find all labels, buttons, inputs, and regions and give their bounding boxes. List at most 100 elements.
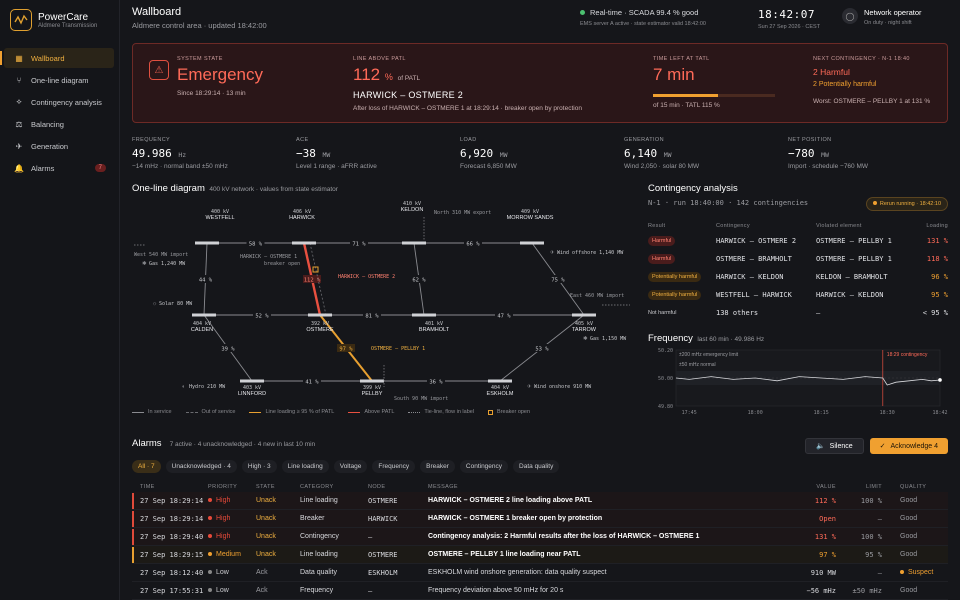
- flow-label: 53 %: [535, 347, 549, 353]
- kpi-sub: Import · schedule −760 MW: [788, 163, 869, 170]
- filter-chip[interactable]: Unacknowledged · 4: [165, 460, 237, 473]
- alarm-row[interactable]: 27 Sep 18:29:15 Medium Unack Line loading OS…: [132, 546, 948, 564]
- brand: PowerCare Aldmere Transmission: [10, 9, 97, 31]
- sidebar-item-label: Generation: [31, 141, 69, 151]
- alarm-category: Line loading: [300, 551, 338, 558]
- contingency-row[interactable]: Harmful HARWICK – OSTMERE 2 OSTMERE – PELL…: [648, 232, 948, 250]
- overloaded-line-label: HARWICK – OSTMERE 2: [338, 274, 395, 280]
- kpi-sub: Level 1 range · aFRR active: [296, 163, 377, 170]
- contingency-name: OSTMERE – BRAMHOLT: [716, 255, 792, 263]
- brand-name: PowerCare: [38, 11, 89, 23]
- y-tick-label: 50.00: [658, 376, 673, 382]
- alarm-row[interactable]: 27 Sep 18:29:14 High Unack Line loading OSTM…: [132, 492, 948, 510]
- rerun-dot-icon: [872, 201, 877, 205]
- busbar-westfell[interactable]: [195, 241, 219, 245]
- y-tick-label: 49.80: [658, 404, 673, 410]
- substation-kv: 406 kV: [293, 209, 311, 215]
- user-name: Network operator: [864, 8, 922, 17]
- kpi-label: ACE: [296, 137, 309, 143]
- flow-label-bg: [495, 311, 513, 319]
- contingency-row[interactable]: Potentially harmful HARWICK – KELDON KELDO…: [648, 268, 948, 286]
- user-menu[interactable]: ◯ Network operator On duty · night shift: [842, 8, 922, 26]
- busbar-bramholt[interactable]: [412, 313, 436, 317]
- substation-kv: 403 kV: [243, 385, 261, 391]
- filter-chip[interactable]: Frequency: [372, 460, 416, 473]
- network-diagram[interactable]: 58 % 71 % 66 % 44 % 62 % 75 % 52 % 81 % 47 % 39 %…: [132, 197, 640, 407]
- alarm-limit: ±50 mHz: [852, 586, 882, 595]
- filter-chip[interactable]: Line loading: [281, 460, 329, 473]
- contingency-row[interactable]: Potentially harmful WESTFELL – HARWICK HAR…: [648, 286, 948, 304]
- alarm-node: ESKHOLM: [368, 568, 398, 577]
- kpi-unit: MW: [821, 151, 829, 159]
- sidebar-nav: ▦ Wallboard ⑂ One-line diagram ⟡ Contingency …: [0, 48, 114, 180]
- alarm-message: HARWICK – OSTMERE 2 line loading above P…: [428, 497, 593, 504]
- contingency-title: Contingency analysis: [648, 183, 738, 194]
- breaker-open-label: breaker open: [264, 261, 300, 267]
- filter-chip[interactable]: High · 3: [241, 460, 277, 473]
- flow-label: 52 %: [255, 314, 269, 320]
- alarm-row[interactable]: 27 Sep 17:55:31 Low Ack Frequency — Frequency…: [132, 582, 948, 600]
- sidebar-item-balancing[interactable]: ⚖ Balancing: [4, 114, 114, 134]
- result-cell: Potentially harmful: [648, 290, 716, 300]
- busbar-harwick[interactable]: [292, 241, 316, 245]
- alarm-quality: Suspect: [882, 569, 948, 576]
- loading-value: 118 %: [926, 255, 948, 263]
- filter-chip[interactable]: All · 7: [132, 460, 161, 473]
- tatl-progress: [653, 94, 775, 97]
- west-import-label: West 540 MW import: [134, 252, 188, 258]
- kpi-value-row: −780 MW: [788, 147, 868, 160]
- busbar-keldon[interactable]: [402, 241, 426, 245]
- kpi-sub: −14 mHz · normal band ±50 mHz: [132, 163, 228, 170]
- contingency-row[interactable]: Not harmful 138 others — < 95 %: [648, 304, 948, 322]
- filter-chip[interactable]: Breaker: [420, 460, 455, 473]
- open-line-harwick-ostmere-1[interactable]: [309, 242, 327, 316]
- busbar-pellby[interactable]: [360, 379, 384, 383]
- breaker-open-icon[interactable]: [312, 266, 319, 273]
- substation-name: HARWICK: [289, 215, 315, 221]
- flow-label-bg: [533, 344, 551, 352]
- contingency-row[interactable]: Harmful OSTMERE – BRAMHOLT OSTMERE – PELLB…: [648, 250, 948, 268]
- tatl-label: Time left at TATL: [653, 56, 710, 62]
- result-cell: Not harmful: [648, 308, 716, 318]
- filter-chip[interactable]: Data quality: [513, 460, 560, 473]
- filter-chip[interactable]: Voltage: [333, 460, 368, 473]
- kpi-unit: MW: [499, 151, 508, 159]
- legend-item: Above PATL: [348, 409, 394, 415]
- acknowledge-button[interactable]: ✓ Acknowledge 4: [869, 438, 948, 454]
- busbar-tarrow[interactable]: [572, 313, 596, 317]
- sidebar-item-wallboard[interactable]: ▦ Wallboard: [0, 48, 114, 68]
- alarm-category: Line loading: [300, 497, 338, 504]
- contingency-name: HARWICK – KELDON: [716, 273, 784, 281]
- busbar-calden[interactable]: [192, 313, 216, 317]
- one-line-diagram: One-line diagram 400 kV network · values…: [132, 183, 640, 423]
- busbar-morrow-sands[interactable]: [520, 241, 544, 245]
- alarm-row[interactable]: 27 Sep 18:29:40 High Unack Contingency — Cont…: [132, 528, 948, 546]
- alarm-priority: High: [216, 515, 231, 522]
- kpi-net-position: Net position −780 MW Import · schedule −76…: [788, 137, 868, 170]
- legend-swatch: [132, 411, 144, 413]
- sidebar-item-alarms[interactable]: 🔔 Alarms 7: [4, 158, 114, 178]
- flow-label-bg: [246, 239, 265, 247]
- contingency-name: WESTFELL – HARWICK: [716, 291, 792, 299]
- south-import-label: South 90 MW import: [394, 396, 448, 402]
- legend-item: Tie-line, flow in label: [408, 409, 474, 415]
- sidebar-item-one-line-diagram[interactable]: ⑂ One-line diagram: [4, 70, 114, 90]
- alarm-quality-label: Good: [900, 551, 918, 558]
- alarm-row[interactable]: 27 Sep 18:12:40 Low Ack Data quality ESKHOLM…: [132, 564, 948, 582]
- x-tick-label: 18:00: [748, 410, 763, 416]
- violated-element: OSTMERE – PELLBY 1: [816, 237, 892, 245]
- filter-chip[interactable]: Contingency: [459, 460, 509, 473]
- substation-name: OSTMERE: [306, 327, 334, 333]
- silence-button[interactable]: 🔈 Silence: [804, 438, 864, 454]
- next-contingency-label: Next contingency · N-1 18:40: [813, 56, 910, 62]
- sidebar-item-generation[interactable]: ✈ Generation: [4, 136, 114, 156]
- generator-label: Wind onshore 910 MW: [534, 384, 592, 390]
- busbar-ostmere[interactable]: [308, 313, 332, 317]
- sidebar-item-contingency-analysis[interactable]: ⟡ Contingency analysis: [4, 92, 114, 112]
- busbar-eskholm[interactable]: [488, 379, 512, 383]
- busbar-linnford[interactable]: [240, 379, 264, 383]
- sidebar-item-label: One-line diagram: [31, 75, 89, 85]
- alarm-row[interactable]: 27 Sep 18:29:14 High Unack Breaker HARWICK HA…: [132, 510, 948, 528]
- system-state-value: Emergency: [177, 65, 263, 84]
- line-loading-unit: %: [384, 72, 393, 82]
